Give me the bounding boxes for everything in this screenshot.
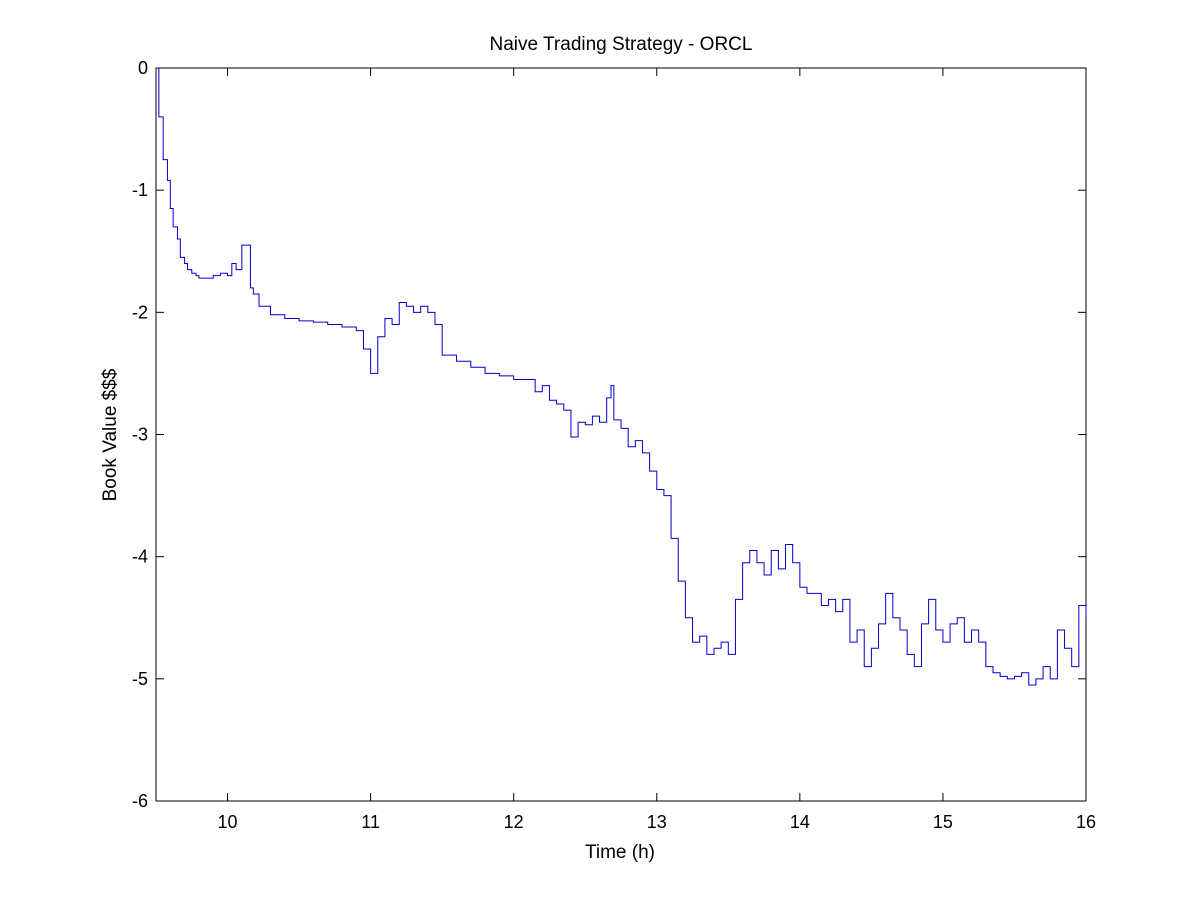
plot-area: 0 -1 -2 -3 -4 -5 -6 10 11 12 13 14 15 16: [132, 58, 1096, 832]
x-tick-label: 13: [647, 812, 667, 832]
y-axis-label: Book Value $$$: [100, 368, 121, 501]
y-tick-label: -4: [132, 547, 148, 567]
x-tick-label: 16: [1076, 812, 1096, 832]
y-tick-label: -2: [132, 302, 148, 322]
y-axis: 0 -1 -2 -3 -4 -5 -6: [132, 58, 1086, 811]
y-tick-label: 0: [138, 58, 148, 78]
y-tick-label: -1: [132, 180, 148, 200]
x-axis-label: Time (h): [585, 842, 655, 863]
plot-frame: [155, 67, 1087, 802]
x-axis: 10 11 12 13 14 15 16: [218, 68, 1096, 832]
x-tick-label: 10: [218, 812, 238, 832]
y-tick-label: -6: [132, 791, 148, 811]
y-tick-label: -5: [132, 669, 148, 689]
x-tick-label: 15: [933, 812, 953, 832]
x-tick-label: 14: [790, 812, 810, 832]
chart-title: Naive Trading Strategy - ORCL: [490, 34, 753, 55]
y-tick-label: -3: [132, 425, 148, 445]
book-value-line: [156, 67, 1087, 686]
x-tick-label: 12: [504, 812, 524, 832]
x-tick-label: 11: [361, 812, 380, 832]
